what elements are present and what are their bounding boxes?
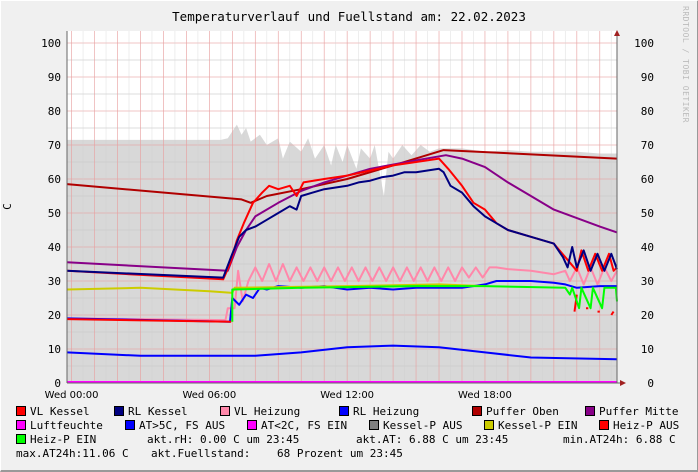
legend-swatch (369, 420, 379, 430)
y-tick-label-left: 40 (48, 241, 61, 254)
series-area-kessel-p-aus (67, 124, 617, 383)
y-tick-label-right: 100 (634, 37, 654, 50)
legend-swatch (339, 406, 349, 416)
y-tick-label-right: 20 (641, 309, 654, 322)
y-tick-label-right: 70 (641, 139, 654, 152)
legend-label: Luftfeuchte (30, 419, 103, 432)
legend-label: RL Kessel (128, 405, 188, 418)
y-tick-label-left: 100 (41, 37, 61, 50)
x-axis-arrow-icon (620, 380, 626, 386)
legend-label: VL Kessel (30, 405, 90, 418)
x-tick-label: Wed 12:00 (320, 390, 374, 401)
legend-item-at-5c-fs-aus: AT>5C, FS AUS (125, 420, 225, 432)
legend-swatch (247, 420, 257, 430)
y-tick-label-left: 20 (48, 309, 61, 322)
legend-stat-at: akt.AT: 6.88 C um 23:45 (356, 433, 509, 446)
legend-label: Kessel-P AUS (383, 419, 463, 432)
series-line-vl-kessel (66, 157, 618, 281)
legend-stat-fuell-label: akt.Fuellstand: (151, 447, 251, 460)
legend-swatch (599, 420, 609, 430)
legend-item-luftfeuchte: Luftfeuchte (16, 420, 103, 432)
legend-swatch (220, 406, 230, 416)
legend-swatch (16, 420, 26, 430)
legend-label: VL Heizung (234, 405, 301, 418)
legend-label: Heiz-P EIN (30, 433, 97, 446)
y-tick-label-right: 0 (647, 377, 654, 390)
legend-swatch (125, 420, 135, 430)
legend-item-vl-kessel: VL Kessel (16, 406, 90, 418)
watermark: RRDTOOL / TOBI OETIKER (681, 6, 690, 123)
series-line-rl-kessel (66, 167, 618, 279)
y-tick-label-left: 0 (54, 377, 61, 390)
series-line-heiz-p-aus (66, 294, 615, 323)
legend-label: Heiz-P AUS (613, 419, 680, 432)
legend-item-heiz-p-aus: Heiz-P AUS (599, 420, 679, 432)
legend-swatch (472, 406, 482, 416)
x-tick-label: Wed 06:00 (182, 390, 236, 401)
series-line-vl-heizung (66, 263, 618, 322)
legend-item-at-2c-fs-ein: AT<2C, FS EIN (247, 420, 347, 432)
y-tick-label-right: 10 (641, 343, 654, 356)
y-tick-label-right: 40 (641, 241, 654, 254)
legend-item-puffer-oben: Puffer Oben (472, 406, 559, 418)
series-line-at-5c-fs-aus (66, 344, 618, 361)
y-tick-label-right: 50 (641, 207, 654, 220)
legend-label: AT<2C, FS EIN (261, 419, 348, 432)
y-tick-label-left: 50 (48, 207, 61, 220)
legend-swatch (585, 406, 595, 416)
y-tick-label-left: 60 (48, 173, 61, 186)
series-line-rl-heizung (66, 280, 617, 323)
legend-stat-rh: akt.rH: 0.00 C um 23:45 (147, 433, 300, 446)
legend-label: AT>5C, FS AUS (139, 419, 226, 432)
x-tick-label: Wed 00:00 (45, 390, 99, 401)
series-line-puffer-oben (66, 149, 618, 204)
y-tick-label-right: 30 (641, 275, 654, 288)
y-axis-arrow-icon (614, 30, 620, 36)
y-tick-label-left: 80 (48, 105, 61, 118)
chart-title: Temperaturverlauf und Fuellstand am: 22.… (172, 9, 526, 24)
legend-stat-min: min.AT24h: 6.88 C (563, 433, 676, 446)
y-tick-label-left: 10 (48, 343, 61, 356)
legend-label: Puffer Mitte (599, 405, 679, 418)
legend-swatch (16, 434, 26, 444)
y-tick-label-left: 30 (48, 275, 61, 288)
legend-item-rl-kessel: RL Kessel (114, 406, 188, 418)
y-tick-label-right: 60 (641, 173, 654, 186)
x-tick-label: Wed 18:00 (458, 390, 512, 401)
legend-stat-fuell-value: 68 Prozent um 23:45 (277, 447, 403, 460)
y-tick-label-left: 90 (48, 71, 61, 84)
y-tick-label-right: 80 (641, 105, 654, 118)
legend-label: RL Heizung (353, 405, 420, 418)
legend-label: Puffer Oben (486, 405, 559, 418)
legend-swatch (16, 406, 26, 416)
y-tick-label-left: 70 (48, 139, 61, 152)
legend-item-puffer-mitte: Puffer Mitte (585, 406, 678, 418)
y-tick-label-right: 90 (641, 71, 654, 84)
legend-swatch (114, 406, 124, 416)
legend-item-rl-heizung: RL Heizung (339, 406, 419, 418)
legend-swatch (484, 420, 494, 430)
legend-item-vl-heizung: VL Heizung (220, 406, 300, 418)
series-line-heiz-p-ein (231, 285, 618, 322)
legend-item-heiz-p-ein: Heiz-P EIN (16, 434, 96, 446)
legend-label: Kessel-P EIN (498, 419, 578, 432)
legend-stat-max: max.AT24h:11.06 C (16, 447, 129, 460)
legend-item-kessel-p-aus: Kessel-P AUS (369, 420, 462, 432)
legend-item-kessel-p-ein: Kessel-P EIN (484, 420, 577, 432)
